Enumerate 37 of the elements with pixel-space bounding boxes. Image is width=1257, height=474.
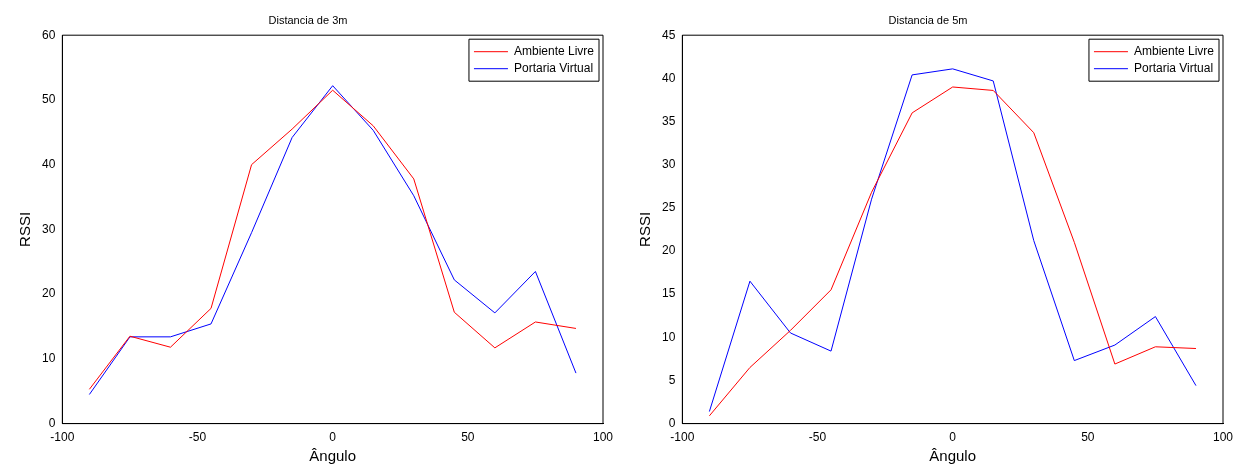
x-tick-label: -100 xyxy=(670,430,695,445)
x-tick-label: 0 xyxy=(949,430,957,445)
x-tick-label: -50 xyxy=(808,430,827,445)
x-tick-label: 0 xyxy=(329,430,337,445)
y-tick-label: 50 xyxy=(41,92,56,107)
chart-title: Distancia de 5m xyxy=(888,13,968,26)
y-tick-label: 0 xyxy=(668,415,676,430)
legend-label: Ambiente Livre xyxy=(1133,44,1215,59)
x-tick-label: 100 xyxy=(1212,430,1234,445)
chart-title: Distancia de 3m xyxy=(268,13,348,26)
y-tick-label: 10 xyxy=(661,329,676,344)
y-tick-label: 40 xyxy=(661,70,676,85)
y-axis-title: RSSI xyxy=(636,211,654,247)
x-tick-label: 50 xyxy=(1081,430,1095,445)
y-tick-label: 20 xyxy=(41,286,56,301)
y-tick-label: 40 xyxy=(41,156,56,171)
y-tick-label: 60 xyxy=(41,27,56,42)
legend-label: Portaria Virtual xyxy=(513,61,594,76)
y-tick-label: 20 xyxy=(661,243,676,258)
y-tick-label: 25 xyxy=(661,200,676,215)
x-axis-title: Ângulo xyxy=(929,447,977,465)
y-tick-label: 15 xyxy=(661,286,676,301)
y-axis-title: RSSI xyxy=(16,211,34,247)
y-tick-label: 35 xyxy=(661,113,676,128)
y-tick-label: 5 xyxy=(668,372,676,387)
x-axis-title: Ângulo xyxy=(309,447,357,465)
y-tick-label: 30 xyxy=(41,221,56,236)
x-tick-label: 100 xyxy=(592,430,614,445)
x-tick-label: -50 xyxy=(188,430,207,445)
y-tick-label: 30 xyxy=(661,156,676,171)
y-tick-label: 10 xyxy=(41,351,56,366)
legend-label: Ambiente Livre xyxy=(513,44,595,59)
x-tick-label: 50 xyxy=(461,430,475,445)
x-tick-label: -100 xyxy=(50,430,75,445)
y-tick-label: 0 xyxy=(48,415,56,430)
legend-label: Portaria Virtual xyxy=(1133,61,1214,76)
y-tick-label: 45 xyxy=(661,27,676,42)
